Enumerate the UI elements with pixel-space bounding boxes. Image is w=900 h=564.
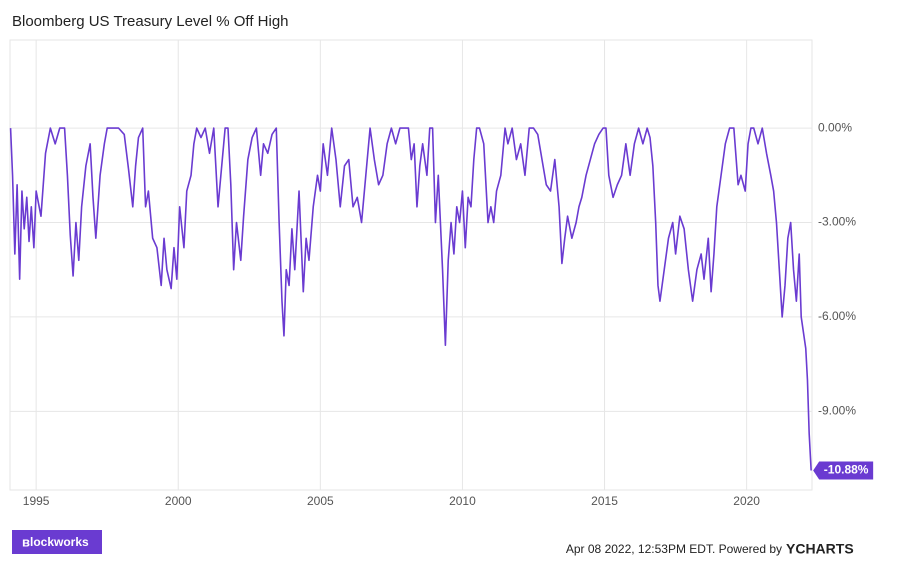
data-line <box>9 127 812 471</box>
x-tick-label: 2015 <box>591 494 618 508</box>
y-tick-label: 0.00% <box>818 120 852 134</box>
x-tick-label: 2005 <box>307 494 334 508</box>
brand-logo <box>12 530 102 554</box>
y-tick-label: -9.00% <box>818 404 856 418</box>
timestamp: Apr 08 2022, 12:53PM EDT. Powered by <box>566 542 782 556</box>
chart-title: Bloomberg US Treasury Level % Off High <box>12 13 289 30</box>
value-label: -10.88% <box>824 463 869 477</box>
x-tick-label: 1995 <box>23 494 50 508</box>
provider-logo: YCHARTS <box>786 541 854 557</box>
plot-frame <box>9 39 813 491</box>
y-tick-label: -3.00% <box>818 215 856 229</box>
x-tick-label: 2010 <box>449 494 476 508</box>
value-label-box <box>813 461 874 480</box>
x-tick-label: 2000 <box>165 494 192 508</box>
y-tick-label: -6.00% <box>818 309 856 323</box>
brand-name: lockworks <box>30 535 89 549</box>
brand-icon: ʙ <box>22 534 30 549</box>
x-tick-label: 2020 <box>733 494 760 508</box>
